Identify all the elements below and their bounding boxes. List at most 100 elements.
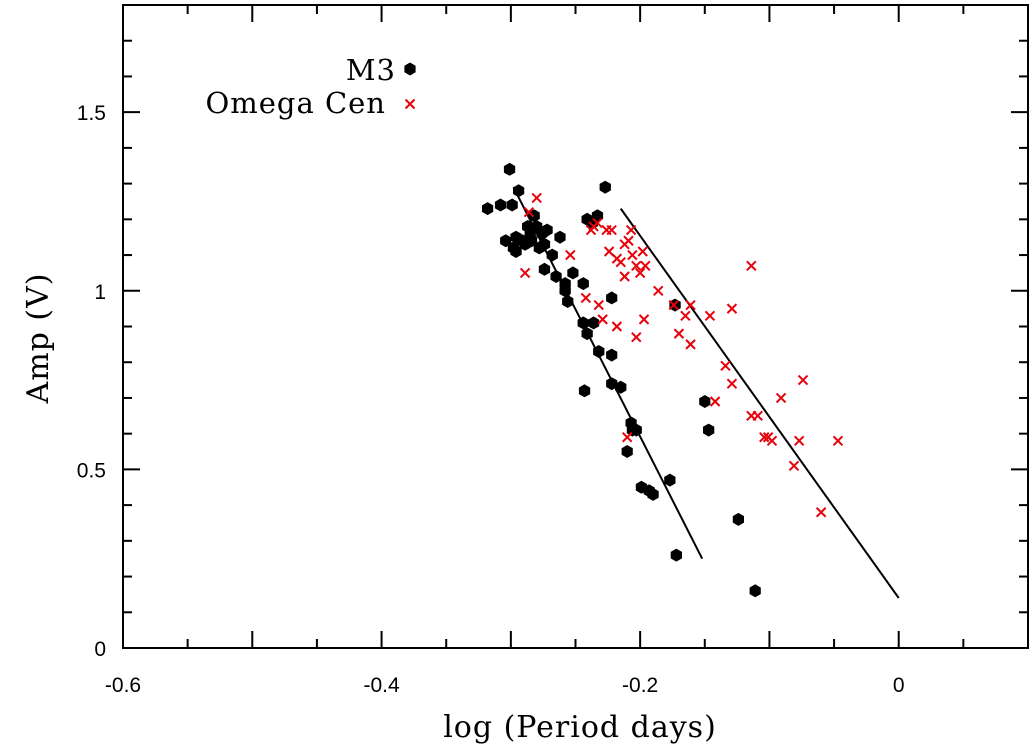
data-point-omega-cen <box>619 271 630 282</box>
data-point-m3 <box>749 584 761 598</box>
data-point-omega-cen <box>622 432 633 443</box>
data-point-m3 <box>581 327 593 341</box>
data-point-omega-cen <box>606 224 617 236</box>
data-point-omega-cen <box>726 378 738 389</box>
data-point-m3 <box>528 209 540 223</box>
data-point-m3 <box>567 266 579 280</box>
data-point-m3 <box>606 291 618 305</box>
data-point-omega-cen <box>815 507 827 518</box>
data-point-omega-cen <box>592 217 603 229</box>
data-point-m3 <box>593 345 605 358</box>
y-axis-title: Amp (V) <box>21 273 56 405</box>
data-point-m3 <box>699 395 711 408</box>
data-point-m3 <box>670 548 682 562</box>
data-point-omega-cen <box>623 235 634 246</box>
data-point-m3 <box>513 184 525 198</box>
data-point-m3 <box>615 380 627 394</box>
data-point-m3 <box>588 316 600 330</box>
data-point-omega-cen <box>788 460 800 472</box>
data-point-m3 <box>559 277 571 291</box>
data-point-omega-cen <box>637 246 648 257</box>
data-point-omega-cen <box>531 192 542 204</box>
data-point-omega-cen <box>523 206 535 218</box>
data-point-m3 <box>599 180 611 194</box>
data-point-omega-cen <box>685 339 696 350</box>
data-point-m3 <box>703 423 715 437</box>
data-point-omega-cen <box>680 310 691 321</box>
data-point-m3 <box>519 237 531 251</box>
data-point-m3 <box>626 423 638 437</box>
data-point-m3 <box>538 262 551 276</box>
data-point-m3 <box>506 198 518 212</box>
data-point-omega-cen <box>565 249 576 261</box>
data-point-omega-cen <box>631 260 642 271</box>
data-point-omega-cen <box>625 224 637 236</box>
data-point-omega-cen <box>653 285 664 296</box>
data-point-omega-cen <box>631 332 642 343</box>
data-point-m3 <box>546 248 558 262</box>
data-point-m3 <box>664 473 676 487</box>
data-point-omega-cen <box>580 292 592 304</box>
data-point-omega-cen <box>615 256 626 268</box>
data-point-omega-cen <box>611 321 623 332</box>
fit-lines <box>512 186 900 599</box>
data-point-omega-cen <box>638 314 650 325</box>
data-point-omega-cen <box>634 267 646 279</box>
data-point-m3 <box>482 202 494 216</box>
data-point-omega-cen <box>685 299 696 311</box>
legend-symbol-omega-cen <box>404 98 416 110</box>
legend-label-omega-cen: Omega Cen <box>205 86 386 120</box>
x-tick-label: -0.4 <box>363 674 400 697</box>
legend-symbol-m3 <box>404 62 416 76</box>
data-point-omega-cen <box>766 435 778 447</box>
data-point-omega-cen <box>709 396 721 407</box>
data-point-m3 <box>538 237 551 251</box>
data-point-m3 <box>578 384 591 398</box>
y-tick-label: 1 <box>94 281 106 304</box>
legend-label-m3: M3 <box>346 53 396 87</box>
y-tick-label: 0 <box>94 638 106 661</box>
axis-tick-labels: -0.6 -0.4 -0.2 0 0 0.5 1 1.5 <box>77 102 905 697</box>
data-point-m3 <box>510 230 522 244</box>
data-point-m3 <box>510 245 522 258</box>
data-point-omega-cen <box>726 303 738 314</box>
x-tick-label: -0.2 <box>622 674 658 697</box>
data-point-omega-cen <box>704 310 716 321</box>
data-point-m3 <box>577 277 589 291</box>
data-point-omega-cen <box>797 374 809 386</box>
data-point-omega-cen <box>640 260 651 271</box>
y-tick-label: 0.5 <box>77 459 106 482</box>
data-point-m3 <box>621 445 633 458</box>
axis-ticks <box>122 4 1029 649</box>
data-point-m3 <box>524 227 536 241</box>
data-point-omega-cen <box>720 360 731 372</box>
data-point-m3 <box>606 377 618 391</box>
data-point-omega-cen <box>752 410 763 422</box>
data-point-m3 <box>606 348 618 362</box>
legend: M3 Omega Cen <box>205 53 416 120</box>
data-point-omega-cen <box>793 435 805 447</box>
data-point-m3 <box>577 316 589 330</box>
data-point-omega-cen <box>775 392 787 404</box>
data-point-m3 <box>554 230 566 244</box>
legend-marker-omega-cen <box>404 98 416 110</box>
data-point-omega-cen <box>832 435 844 447</box>
data-points <box>482 162 844 598</box>
data-point-m3 <box>541 223 553 237</box>
data-point-omega-cen <box>668 299 679 311</box>
data-point-m3 <box>503 162 516 176</box>
data-point-omega-cen <box>593 299 604 311</box>
data-point-m3 <box>647 487 659 501</box>
data-point-m3 <box>732 512 744 526</box>
data-point-m3 <box>500 234 512 248</box>
data-point-m3 <box>562 295 574 308</box>
data-point-omega-cen <box>746 260 757 271</box>
data-point-omega-cen <box>519 267 531 279</box>
data-point-m3 <box>494 198 507 212</box>
fit-line-omega-cen <box>619 208 900 599</box>
y-tick-label: 1.5 <box>77 102 106 125</box>
x-axis-title: log (Period days) <box>443 710 717 745</box>
data-point-omega-cen <box>759 432 770 443</box>
x-tick-label: 0 <box>893 674 905 697</box>
